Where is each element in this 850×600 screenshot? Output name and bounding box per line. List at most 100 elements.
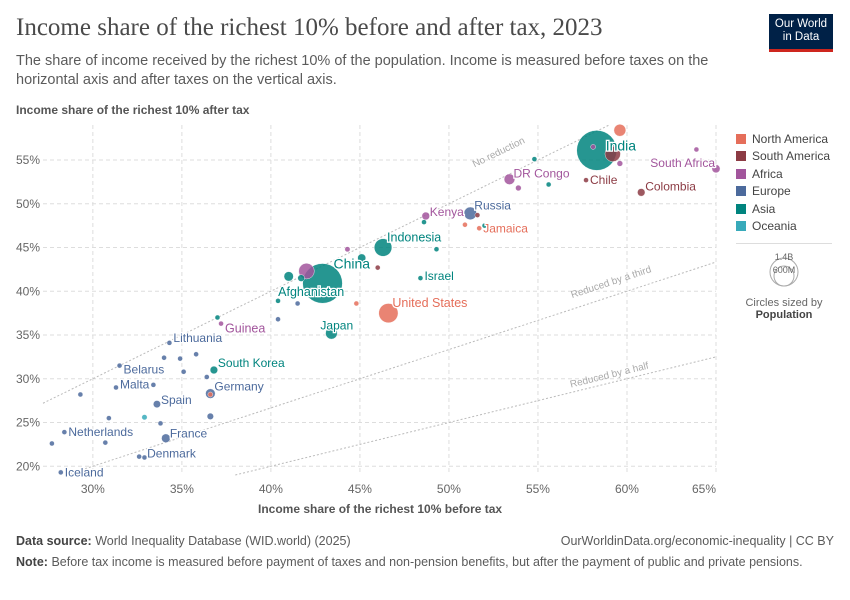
data-point — [180, 369, 187, 375]
data-point — [113, 384, 119, 391]
point-label: Jamaica — [483, 221, 528, 235]
owid-logo[interactable]: Our World in Data — [769, 14, 833, 52]
data-point — [116, 362, 123, 369]
x-tick-label: 45% — [348, 482, 372, 496]
logo-line2: in Data — [782, 31, 820, 43]
data-point — [462, 222, 468, 228]
y-tick-label: 25% — [16, 416, 40, 430]
point-label: United States — [392, 296, 467, 310]
data-point — [297, 274, 305, 282]
legend-label: South America — [752, 149, 831, 164]
data-point — [374, 238, 393, 257]
point-label: Iceland — [65, 465, 104, 479]
source-text: World Inequality Database (WID.world) (2… — [95, 534, 351, 548]
point-label: China — [334, 255, 371, 271]
point-label: South Africa — [650, 156, 715, 170]
data-point — [344, 246, 351, 253]
size-legend-small: 600M — [773, 265, 796, 275]
legend-item[interactable]: Asia — [736, 200, 830, 218]
data-point — [476, 225, 482, 231]
data-point — [209, 365, 218, 375]
y-tick-label: 50% — [16, 197, 40, 211]
point-label: Denmark — [147, 447, 197, 461]
data-point — [207, 391, 214, 398]
data-point — [417, 275, 424, 281]
legend-item[interactable]: Europe — [736, 183, 830, 201]
point-label: Lithuania — [173, 331, 222, 345]
data-point — [545, 181, 552, 188]
color-legend: North America South America Africa Europe As… — [736, 130, 830, 235]
data-source: Data source: World Inequality Database (… — [16, 534, 351, 548]
point-label: Germany — [214, 380, 263, 394]
point-label: Malta — [120, 378, 150, 392]
data-point — [421, 211, 430, 221]
x-axis-label: Income share of the richest 10% before t… — [258, 502, 503, 516]
data-point — [141, 454, 148, 461]
data-point — [604, 145, 621, 162]
data-point — [711, 164, 721, 174]
note: Note: Before tax income is measured befo… — [16, 554, 816, 570]
data-point — [283, 271, 294, 282]
point-label: Kenya — [430, 205, 464, 219]
size-legend-variable: Population — [755, 309, 813, 321]
legend-label: Africa — [752, 166, 783, 181]
y-tick-label: 35% — [16, 328, 40, 342]
point-label: Guinea — [225, 322, 265, 336]
point-label: India — [606, 137, 637, 153]
data-point — [49, 440, 55, 447]
size-legend: 1.4B 600M Circles sized by Population — [736, 243, 832, 321]
y-tick-label: 30% — [16, 372, 40, 386]
data-point — [325, 327, 338, 340]
point-label: Afghanistan — [278, 285, 344, 299]
note-label: Note: — [16, 555, 48, 569]
point-label: Indonesia — [387, 231, 441, 245]
data-point — [204, 374, 210, 380]
legend-swatch — [736, 221, 746, 232]
x-tick-label: 35% — [170, 482, 194, 496]
point-label: South Korea — [218, 356, 285, 370]
x-tick-label: 60% — [615, 482, 639, 496]
point-label: Belarus — [124, 363, 165, 377]
size-legend-circles: 1.4B 600M — [769, 252, 799, 287]
data-point — [637, 188, 646, 197]
reference-line-label: Reduced by a third — [570, 264, 653, 301]
reference-line-label: No reduction — [471, 135, 527, 170]
data-point — [106, 415, 112, 421]
data-point — [583, 177, 589, 183]
data-point — [206, 412, 214, 420]
logo-line1: Our World — [774, 18, 828, 30]
legend-label: Asia — [752, 201, 776, 216]
data-point — [102, 439, 109, 446]
point-label: France — [170, 426, 208, 440]
data-point — [613, 124, 627, 137]
data-point — [275, 316, 281, 322]
y-tick-label: 45% — [16, 241, 40, 255]
legend-swatch — [736, 186, 746, 197]
data-point — [161, 433, 171, 443]
x-tick-label: 40% — [259, 482, 283, 496]
point-label: Russia — [474, 198, 511, 212]
legend-item[interactable]: Oceania — [736, 218, 830, 236]
data-point — [531, 156, 538, 162]
y-axis-label: Income share of the richest 10% after ta… — [16, 103, 250, 117]
chart-subtitle: The share of income received by the rich… — [16, 53, 709, 88]
data-point — [161, 355, 167, 361]
data-point — [294, 300, 301, 307]
data-point — [590, 144, 596, 150]
legend-swatch — [736, 168, 746, 179]
legend-item[interactable]: Africa — [736, 165, 830, 183]
data-point — [375, 264, 381, 271]
data-point — [141, 414, 148, 421]
legend-item[interactable]: North America — [736, 130, 830, 148]
legend-label: North America — [752, 131, 829, 146]
size-legend-big: 1.4B — [775, 252, 794, 262]
data-point — [275, 298, 281, 304]
data-point — [77, 391, 84, 398]
data-point — [58, 469, 64, 476]
source-url[interactable]: OurWorldinData.org/economic-inequality |… — [560, 534, 834, 548]
point-label: Israel — [424, 269, 453, 283]
legend-item[interactable]: South America — [736, 148, 830, 166]
legend-swatch — [736, 133, 746, 144]
point-label: DR Congo — [513, 166, 569, 180]
